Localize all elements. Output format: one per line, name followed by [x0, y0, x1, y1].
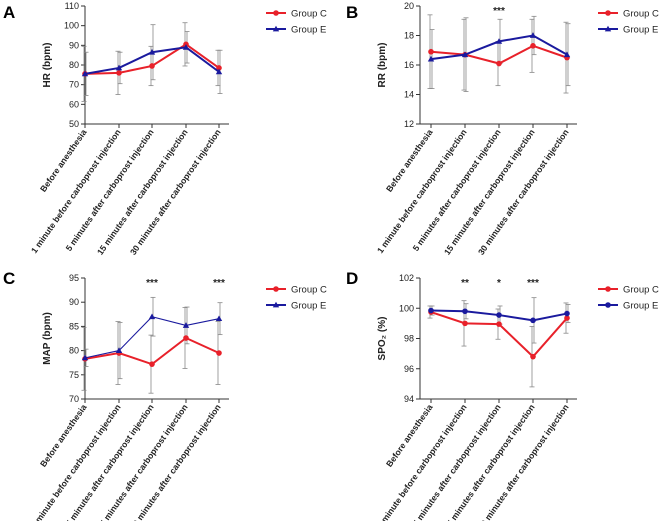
data-point	[215, 315, 223, 322]
series-line-group-c	[84, 336, 220, 366]
legend-marker	[605, 286, 611, 292]
y-axis-label: MAP (bpm)	[42, 312, 53, 365]
legend-label: Group E	[291, 301, 326, 312]
legend: Group C Group E	[598, 285, 659, 312]
series-line-group-e	[84, 316, 220, 359]
panel-letter: B	[346, 3, 358, 22]
y-tick-label: 14	[404, 90, 414, 100]
data-point	[496, 312, 502, 318]
y-tick-label: 80	[69, 346, 79, 356]
data-point	[563, 51, 571, 58]
data-point	[564, 315, 570, 321]
legend-marker	[272, 25, 280, 32]
legend: Group C Group E	[598, 9, 659, 36]
y-tick-label: 94	[404, 394, 414, 404]
data-point	[427, 55, 435, 62]
y-tick-label: 98	[404, 334, 414, 344]
y-tick-label: 95	[69, 273, 79, 283]
data-point	[81, 70, 89, 77]
data-point	[529, 32, 537, 38]
data-point	[496, 60, 502, 67]
data-point	[530, 317, 536, 324]
data-point	[149, 361, 155, 367]
data-point	[183, 335, 189, 341]
legend-marker	[605, 10, 611, 16]
y-tick-label: 50	[69, 119, 79, 129]
y-axis-label: RR (bpm)	[377, 43, 388, 88]
y-tick-label: 100	[64, 21, 79, 31]
legend-marker	[273, 10, 279, 16]
data-point	[115, 347, 123, 353]
legend-marker	[273, 286, 279, 292]
data-point	[115, 64, 123, 71]
data-point	[462, 308, 468, 315]
y-tick-label: 90	[69, 40, 79, 50]
significance-marker: **	[461, 278, 469, 289]
y-tick-label: 18	[404, 31, 414, 41]
data-point	[148, 313, 156, 320]
data-point	[216, 65, 222, 71]
data-point	[182, 322, 190, 328]
significance-marker: ***	[146, 278, 158, 289]
legend-label: Group E	[623, 25, 658, 36]
data-point	[216, 350, 222, 356]
y-tick-label: 70	[69, 394, 79, 404]
y-axis-label: HR (bpm)	[42, 43, 53, 88]
y-tick-label: 75	[69, 370, 79, 380]
data-point	[496, 321, 502, 327]
data-point	[495, 38, 503, 44]
series-line-group-c	[430, 311, 568, 359]
legend-label: Group C	[291, 285, 327, 296]
legend: Group C Group E	[266, 285, 327, 312]
data-point	[81, 354, 89, 361]
data-point	[148, 49, 156, 55]
y-axis-label: SPO₂ (%)	[377, 317, 388, 361]
panel-letter: D	[346, 269, 358, 288]
panel-letter: A	[3, 3, 15, 22]
panel-letter: C	[3, 269, 15, 288]
legend-label: Group C	[623, 285, 659, 296]
significance-marker: *	[497, 278, 501, 289]
data-point	[116, 70, 122, 76]
y-tick-label: 16	[404, 60, 414, 70]
data-point	[182, 44, 190, 50]
significance-marker: ***	[213, 278, 225, 289]
data-point	[530, 43, 536, 49]
significance-marker: ***	[493, 6, 505, 17]
data-point	[461, 51, 469, 58]
legend-label: Group E	[623, 301, 658, 312]
data-point	[215, 68, 223, 75]
y-tick-label: 20	[404, 1, 414, 11]
significance-marker: ***	[527, 278, 539, 289]
legend-marker	[605, 302, 611, 308]
legend-marker	[272, 301, 280, 308]
y-tick-label: 85	[69, 321, 79, 331]
y-tick-label: 96	[404, 364, 414, 374]
data-point	[428, 48, 434, 55]
y-tick-label: 70	[69, 80, 79, 90]
legend: Group C Group E	[266, 9, 327, 36]
y-tick-label: 110	[65, 1, 79, 11]
data-point	[462, 320, 468, 327]
y-tick-label: 102	[399, 273, 414, 283]
data-point	[149, 63, 155, 69]
y-tick-label: 12	[404, 119, 414, 129]
data-point	[428, 307, 434, 314]
y-tick-label: 90	[69, 297, 79, 307]
legend-label: Group C	[291, 9, 327, 20]
legend-label: Group C	[623, 9, 659, 20]
data-point	[530, 353, 536, 360]
data-point	[564, 310, 570, 317]
legend-label: Group E	[291, 25, 326, 36]
legend-marker	[604, 25, 612, 32]
y-tick-label: 80	[69, 60, 79, 70]
y-tick-label: 100	[399, 303, 414, 313]
y-tick-label: 60	[69, 99, 79, 109]
